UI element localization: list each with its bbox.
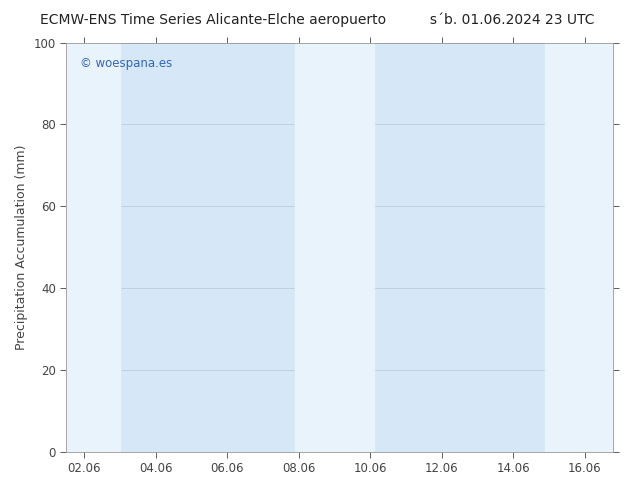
Text: © woespana.es: © woespana.es — [80, 57, 172, 70]
Text: ECMW-ENS Time Series Alicante-Elche aeropuerto          s´b. 01.06.2024 23 UTC: ECMW-ENS Time Series Alicante-Elche aero… — [40, 12, 594, 27]
Bar — [295, 43, 374, 452]
Bar — [545, 43, 614, 452]
Bar — [66, 43, 120, 452]
Y-axis label: Precipitation Accumulation (mm): Precipitation Accumulation (mm) — [15, 145, 28, 350]
